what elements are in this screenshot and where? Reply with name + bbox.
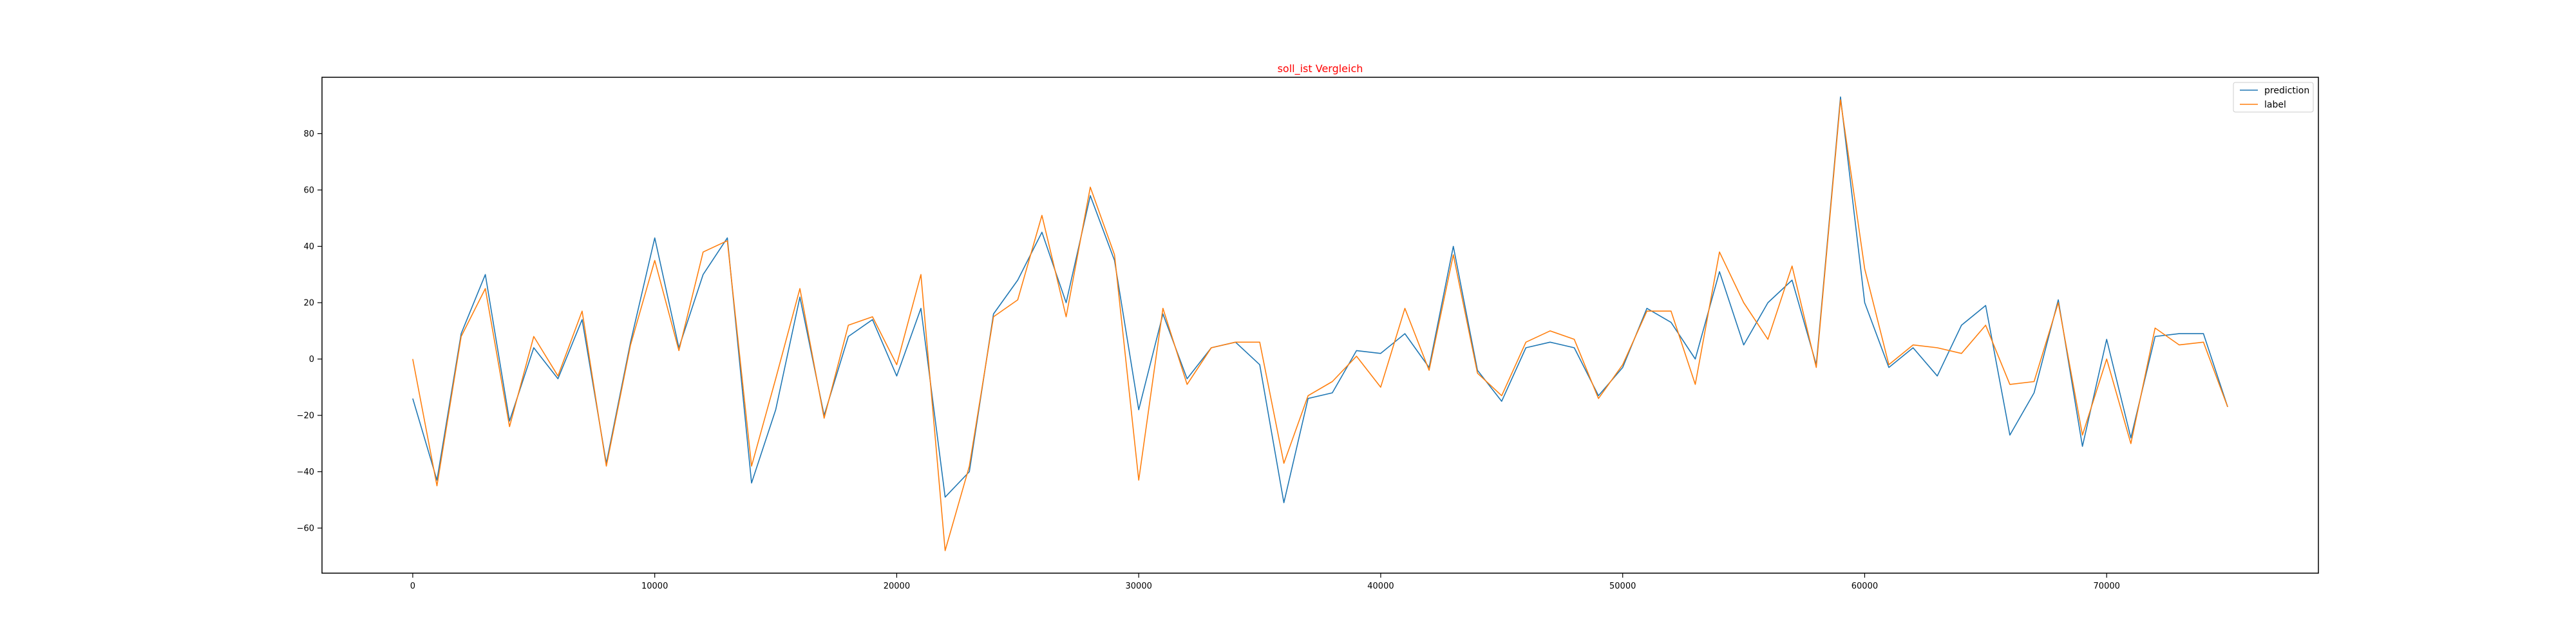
y-tick-label: 20 (303, 299, 314, 308)
x-tick-label: 10000 (641, 582, 668, 591)
x-tick-label: 20000 (884, 582, 910, 591)
y-tick-label: −20 (297, 412, 314, 421)
y-tick-label: −40 (297, 468, 314, 477)
legend: prediction label (2233, 82, 2314, 113)
legend-label-prediction: prediction (2264, 86, 2309, 96)
y-tick-label: 40 (303, 242, 314, 252)
y-axis-ticks: −60 −40 −20 0 20 40 60 80 (297, 129, 322, 534)
series-line-label (412, 99, 2228, 551)
plot-area-frame (321, 77, 2319, 574)
y-tick-label: 60 (303, 186, 314, 196)
series-line-prediction (412, 96, 2228, 504)
x-tick-label: 60000 (1852, 582, 1878, 591)
legend-label-label: label (2264, 100, 2286, 110)
x-tick-label: 40000 (1367, 582, 1394, 591)
y-tick-label: 0 (309, 355, 314, 365)
series-layer (412, 96, 2228, 551)
chart-title: soll_ist Vergleich (1278, 62, 1363, 75)
x-tick-label: 50000 (1609, 582, 1636, 591)
x-tick-label: 30000 (1126, 582, 1152, 591)
x-tick-label: 70000 (2094, 582, 2120, 591)
y-tick-label: −60 (297, 524, 314, 534)
x-axis-ticks: 0 10000 20000 30000 40000 50000 60000 70000 (410, 573, 2120, 591)
x-tick-label: 0 (410, 582, 415, 591)
y-tick-label: 80 (303, 129, 314, 139)
